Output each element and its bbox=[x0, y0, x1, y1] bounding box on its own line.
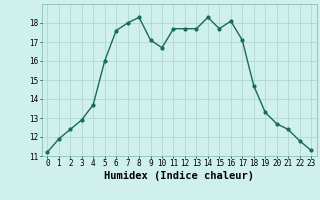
X-axis label: Humidex (Indice chaleur): Humidex (Indice chaleur) bbox=[104, 171, 254, 181]
